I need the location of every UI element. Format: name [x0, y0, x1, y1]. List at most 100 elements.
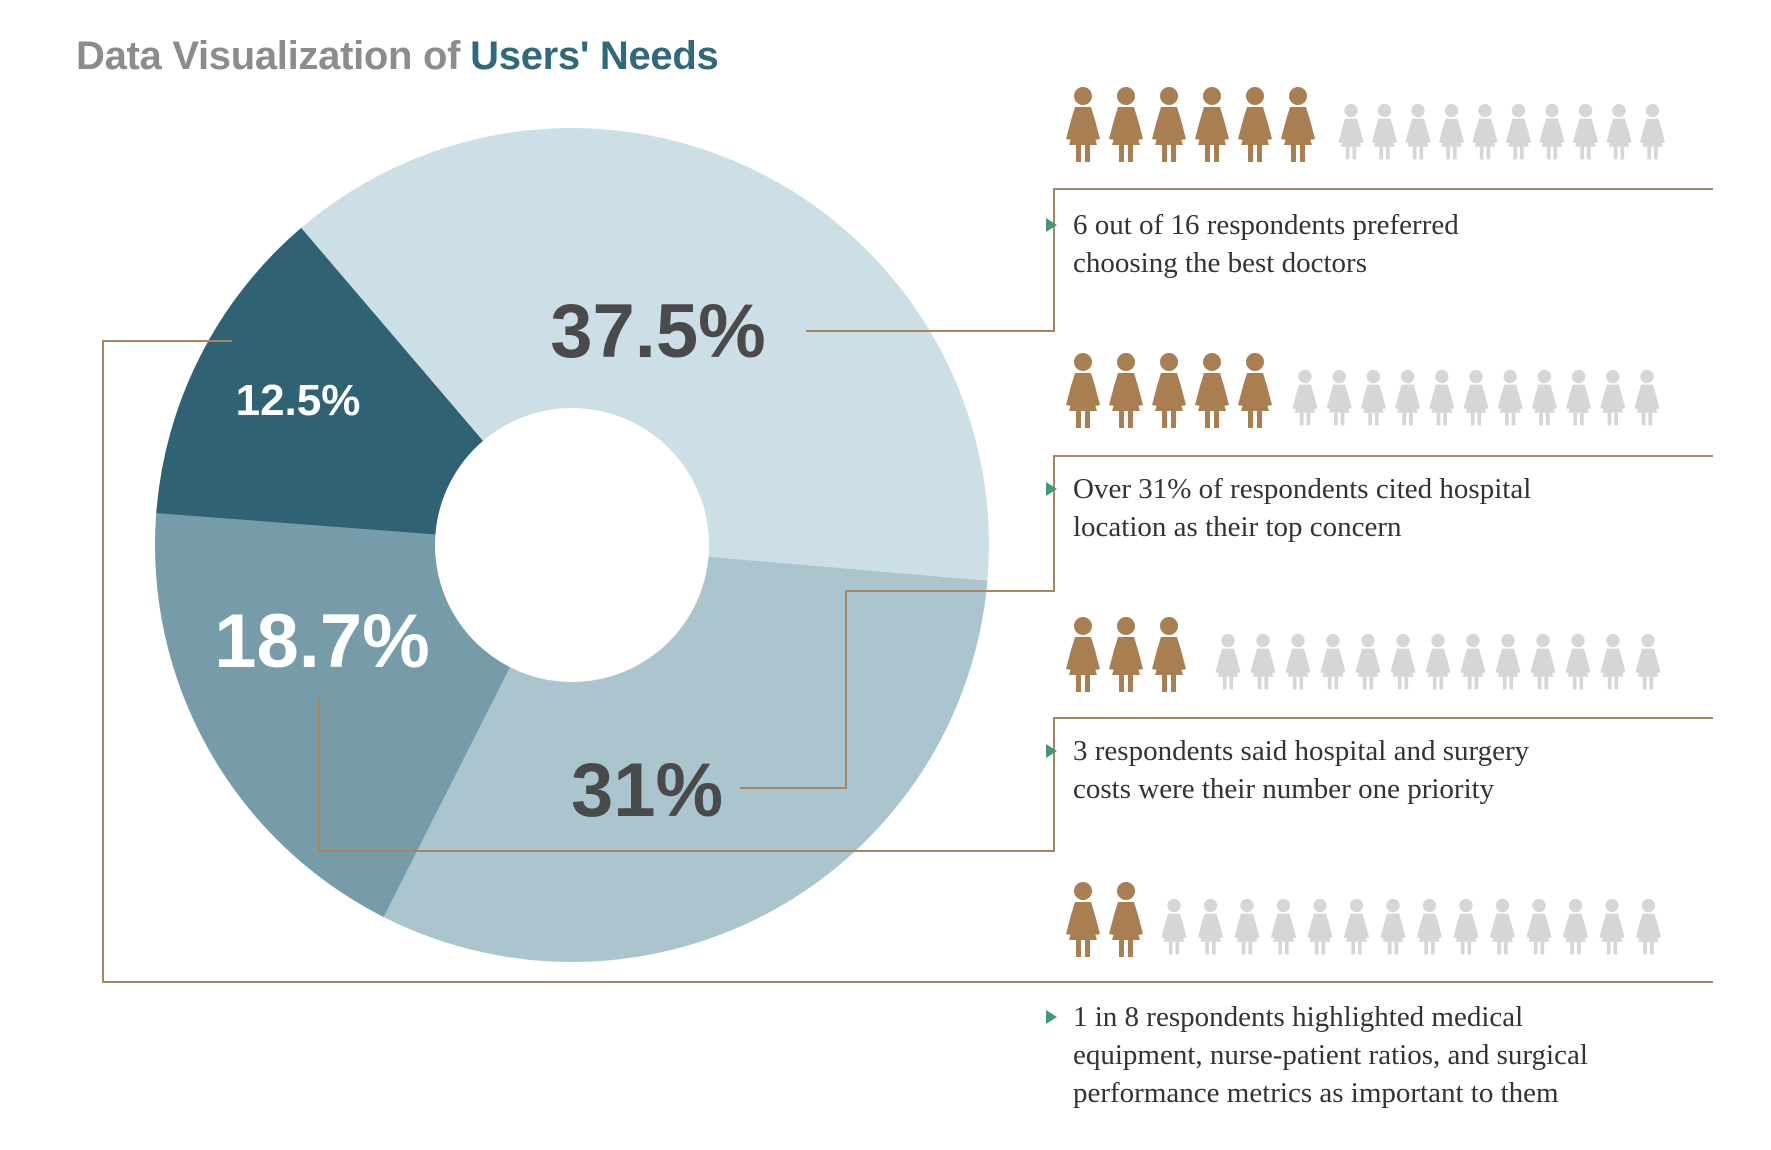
person-icon-empty — [1197, 898, 1224, 955]
person-icon-empty — [1572, 103, 1599, 160]
bullet-triangle-icon — [1046, 744, 1057, 758]
pictogram-row-3 — [1066, 617, 1661, 692]
person-icon-empty — [1360, 369, 1386, 426]
person-icon-empty — [1497, 369, 1523, 426]
bullet-triangle-icon — [1046, 482, 1057, 496]
caption-4: 1 in 8 respondents highlighted medical e… — [1046, 998, 1713, 1112]
pictogram-row-4 — [1066, 882, 1662, 957]
person-icon-filled — [1195, 87, 1229, 162]
person-icon-empty — [1320, 633, 1346, 690]
person-icon-empty — [1600, 369, 1626, 426]
donut-slice-1 — [301, 128, 989, 581]
person-icon-empty — [1505, 103, 1532, 160]
person-icon-filled — [1109, 617, 1143, 692]
pictogram-rows — [1066, 87, 1666, 957]
person-icon-empty — [1539, 103, 1565, 160]
bullet-triangle-icon — [1046, 1010, 1057, 1024]
person-icon-filled — [1238, 87, 1272, 162]
person-icon-empty — [1463, 369, 1489, 426]
person-icon-filled — [1195, 353, 1229, 428]
chart-title-highlight: Users' Needs — [470, 34, 719, 78]
person-icon-filled — [1152, 617, 1186, 692]
caption-2-line-1: Over 31% of respondents cited hospital — [1073, 473, 1532, 505]
connector-line-3 — [318, 697, 1713, 852]
person-icon-empty — [1270, 898, 1297, 955]
connector-lines — [102, 188, 1713, 983]
person-icon-filled — [1066, 617, 1100, 692]
person-icon-filled — [1066, 882, 1100, 957]
slice-label-4: 12.5% — [236, 376, 361, 425]
caption-3-line-1: 3 respondents said hospital and surgery — [1073, 735, 1530, 767]
person-icon-empty — [1606, 103, 1632, 160]
caption-2-line-2: location as their top concern — [1073, 511, 1402, 543]
caption-4-line-2: equipment, nurse-patient ratios, and sur… — [1073, 1039, 1588, 1071]
person-icon-empty — [1531, 369, 1557, 426]
slice-label-3: 18.7% — [214, 599, 430, 684]
person-icon-empty — [1416, 898, 1443, 955]
person-icon-empty — [1250, 633, 1276, 690]
caption-4-line-1: 1 in 8 respondents highlighted medical — [1073, 1001, 1524, 1033]
person-icon-empty — [1600, 633, 1626, 690]
person-icon-filled — [1066, 353, 1100, 428]
bullet-triangle-icon — [1046, 218, 1057, 232]
person-icon-empty — [1234, 898, 1260, 955]
person-icon-empty — [1599, 898, 1625, 955]
person-icon-empty — [1526, 898, 1552, 955]
person-icon-empty — [1380, 898, 1406, 955]
caption-1-line-1: 6 out of 16 respondents preferred — [1073, 209, 1459, 241]
person-icon-empty — [1635, 898, 1662, 955]
person-icon-empty — [1562, 898, 1589, 955]
person-icon-empty — [1395, 369, 1421, 426]
person-icon-empty — [1634, 369, 1660, 426]
person-icon-empty — [1530, 633, 1556, 690]
slice-labels: 37.5% 31% 18.7% 12.5% — [214, 289, 766, 833]
caption-3-line-2: costs were their number one priority — [1073, 773, 1495, 805]
person-icon-empty — [1453, 898, 1479, 955]
person-icon-empty — [1338, 103, 1364, 160]
person-icon-empty — [1565, 633, 1591, 690]
person-icon-empty — [1429, 369, 1455, 426]
person-icon-empty — [1292, 369, 1318, 426]
pictogram-row-2 — [1066, 353, 1660, 428]
person-icon-empty — [1215, 633, 1241, 690]
person-icon-empty — [1438, 103, 1465, 160]
donut-slice-3 — [155, 513, 511, 918]
chart-title-prefix: Data Visualization of — [76, 34, 461, 78]
person-icon-empty — [1460, 633, 1486, 690]
person-icon-filled — [1109, 87, 1143, 162]
caption-4-line-3: performance metrics as important to them — [1073, 1077, 1559, 1109]
caption-2: Over 31% of respondents cited hospital l… — [1046, 470, 1713, 546]
person-icon-empty — [1371, 103, 1398, 160]
person-icon-empty — [1161, 898, 1187, 955]
person-icon-empty — [1355, 633, 1381, 690]
connector-line-4 — [102, 340, 1713, 983]
connector-line-2 — [740, 455, 1713, 789]
person-icon-empty — [1405, 103, 1431, 160]
donut-slice-4 — [156, 227, 484, 535]
person-icon-empty — [1425, 633, 1451, 690]
person-icon-filled — [1066, 87, 1100, 162]
person-icon-empty — [1285, 633, 1311, 690]
person-icon-filled — [1109, 882, 1143, 957]
person-icon-empty — [1489, 898, 1516, 955]
donut-slices — [155, 128, 989, 962]
pictogram-row-1 — [1066, 87, 1666, 162]
donut-slice-2 — [383, 556, 988, 962]
person-icon-filled — [1281, 87, 1315, 162]
person-icon-empty — [1639, 103, 1666, 160]
person-icon-filled — [1152, 353, 1186, 428]
slice-label-1: 37.5% — [550, 289, 766, 374]
slice-label-2: 31% — [571, 748, 723, 833]
person-icon-empty — [1472, 103, 1498, 160]
person-icon-empty — [1326, 369, 1352, 426]
person-icon-empty — [1390, 633, 1416, 690]
person-icon-empty — [1343, 898, 1370, 955]
person-icon-filled — [1109, 353, 1143, 428]
caption-1: 6 out of 16 respondents preferred choosi… — [1046, 206, 1713, 282]
chart-title: Data Visualization of Users' Needs — [76, 34, 719, 79]
caption-3: 3 respondents said hospital and surgery … — [1046, 732, 1713, 808]
person-icon-filled — [1152, 87, 1186, 162]
person-icon-empty — [1635, 633, 1661, 690]
person-icon-empty — [1495, 633, 1521, 690]
